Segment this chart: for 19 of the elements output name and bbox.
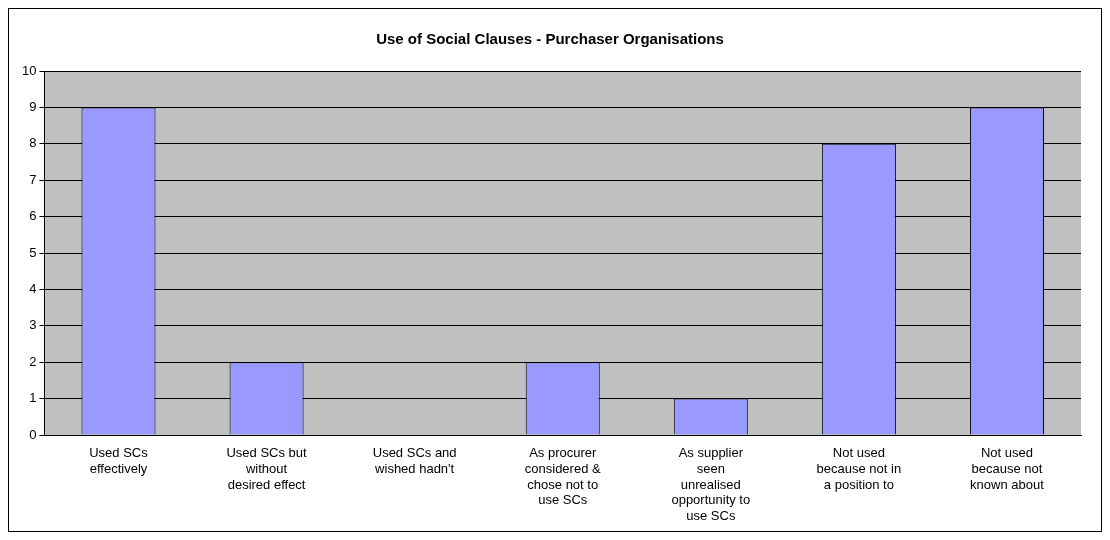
x-tick-label: As procurer considered & chose not to use SCs <box>524 445 601 508</box>
y-tick-label: 6 <box>29 208 37 224</box>
x-tick-label: As supplier seen unrealised opportunity to use SCs <box>671 445 751 523</box>
x-tick-label: Used SCs effectively <box>89 445 149 476</box>
y-tick-label: 3 <box>29 317 37 333</box>
x-tick-label: Used SCs but without desired effect <box>226 445 308 492</box>
y-tick-label: 10 <box>21 62 37 78</box>
y-tick-label: 9 <box>29 98 37 114</box>
y-tick-label: 2 <box>29 353 37 369</box>
y-tick-label: 5 <box>29 244 37 260</box>
y-tick-label: 7 <box>29 171 37 187</box>
y-tick-label: 1 <box>29 390 37 406</box>
x-tick-label: Not used because not known about <box>970 445 1045 492</box>
y-tick-label: 4 <box>29 280 37 296</box>
chart-title: Use of Social Clauses - Purchaser Organisations <box>376 30 724 48</box>
x-tick-label: Not used because not in a position to <box>816 445 902 492</box>
x-tick-label: Used SCs and wished hadn't <box>372 445 457 476</box>
y-tick-label: 0 <box>29 426 37 442</box>
y-tick-label: 8 <box>29 135 37 151</box>
